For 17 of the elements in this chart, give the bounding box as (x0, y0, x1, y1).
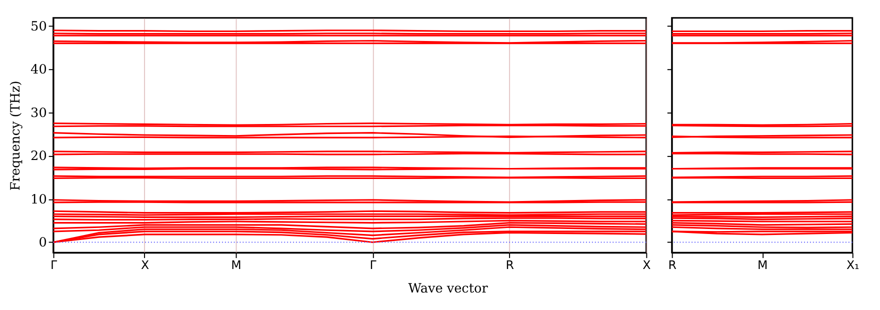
y-tick-label: 40 (30, 62, 47, 78)
y-tick-label: 10 (30, 192, 47, 208)
y-tick-label: 30 (30, 106, 47, 121)
x-tick-label: Γ (50, 258, 58, 272)
x-tick-label: M (757, 258, 768, 272)
x-tick-label: X (140, 258, 150, 272)
x-tick-label: X₁ (846, 258, 860, 272)
x-tick-label: R (668, 258, 676, 272)
x-axis-title: Wave vector (408, 282, 489, 297)
y-tick-label: 50 (30, 19, 47, 34)
x-tick-label: M (231, 258, 242, 272)
x-tick-label: R (506, 258, 514, 272)
y-tick-label: 20 (30, 149, 47, 164)
y-tick-label: 0 (38, 236, 47, 251)
x-tick-label: Γ (370, 258, 377, 272)
x-tick-label: X (642, 258, 651, 272)
y-axis-title: Frequency (THz) (8, 80, 24, 191)
